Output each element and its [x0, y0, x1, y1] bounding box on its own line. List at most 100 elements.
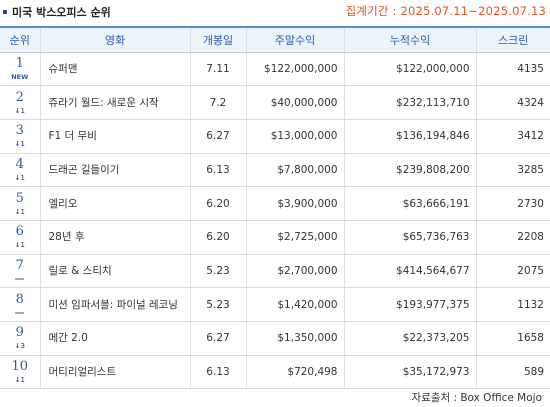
total-gross: $136,194,846 — [343, 119, 476, 154]
movie-title[interactable]: 슈퍼맨 — [39, 52, 190, 87]
screen-count: 2208 — [475, 220, 550, 255]
movie-title[interactable]: 릴로 & 스티치 — [39, 254, 190, 289]
arrow-down-icon: ↓ — [14, 140, 21, 149]
rank-change: ↓1 — [0, 107, 40, 115]
weekend-gross: $1,350,000 — [245, 321, 344, 356]
rank-cell: 10 ↓1 — [0, 355, 40, 390]
rank-number: 4 — [15, 156, 24, 172]
screen-count: 3285 — [475, 153, 550, 188]
rank-number: 2 — [15, 89, 24, 105]
table-row: 1 NEW 슈퍼맨 7.11 $122,000,000 $122,000,000… — [0, 52, 550, 87]
movie-title[interactable]: 메간 2.0 — [39, 321, 190, 356]
rank-change — [0, 275, 40, 283]
arrow-down-icon: ↓ — [14, 173, 21, 182]
no-change-icon — [15, 311, 25, 314]
rank-number: 7 — [15, 257, 24, 273]
weekend-gross: $1,420,000 — [245, 287, 344, 322]
screen-count: 4324 — [475, 85, 550, 120]
box-office-table: 순위 영화 개봉일 주말수익 누적수익 스크린 1 NEW 슈퍼맨 7.11 $… — [0, 26, 550, 390]
arrow-down-icon: ↓ — [14, 106, 21, 115]
rank-change-value: 1 — [20, 241, 25, 250]
rank-change: ↓1 — [0, 376, 40, 384]
release-date: 6.20 — [189, 186, 246, 221]
rank-change-value: 1 — [20, 376, 25, 385]
rank-number: 6 — [15, 224, 24, 240]
rank-cell: 3 ↓1 — [0, 119, 40, 154]
rank-cell: 9 ↓3 — [0, 321, 40, 356]
movie-title[interactable]: F1 더 무비 — [39, 119, 190, 154]
table-row: 10 ↓1 머티리얼리스트 6.13 $720,498 $35,172,973 … — [0, 355, 550, 390]
movie-title[interactable]: 미션 임파서블: 파이널 레코닝 — [39, 287, 190, 322]
movie-title[interactable]: 28년 후 — [39, 220, 190, 255]
weekend-gross: $2,700,000 — [245, 254, 344, 289]
rank-cell: 6 ↓1 — [0, 220, 40, 255]
rank-change-value: 1 — [20, 207, 25, 216]
page-header: 미국 박스오피스 순위 집계기간 : 2025.07.11~2025.07.13 — [0, 0, 550, 26]
weekend-gross: $122,000,000 — [245, 52, 344, 87]
table-row: 8 미션 임파서블: 파이널 레코닝 5.23 $1,420,000 $193,… — [0, 287, 550, 322]
movie-title[interactable]: 쥬라기 월드: 새로운 시작 — [39, 85, 190, 120]
movie-title[interactable]: 머티리얼리스트 — [39, 355, 190, 390]
release-date: 6.27 — [189, 119, 246, 154]
rank-cell: 4 ↓1 — [0, 153, 40, 188]
rank-change-value: 1 — [20, 106, 25, 115]
screen-count: 3412 — [475, 119, 550, 154]
rank-change-value: 1 — [20, 140, 25, 149]
table-row: 3 ↓1 F1 더 무비 6.27 $13,000,000 $136,194,8… — [0, 119, 550, 154]
movie-title[interactable]: 엘리오 — [39, 186, 190, 221]
screen-count: 2730 — [475, 186, 550, 221]
column-header-release: 개봉일 — [189, 26, 246, 53]
title-bullet-icon — [3, 10, 7, 14]
rank-number: 10 — [11, 359, 29, 375]
weekend-gross: $13,000,000 — [245, 119, 344, 154]
total-gross: $239,808,200 — [343, 153, 476, 188]
movie-title[interactable]: 드래곤 길들이기 — [39, 153, 190, 188]
rank-cell: 5 ↓1 — [0, 186, 40, 221]
no-change-icon — [15, 277, 25, 280]
arrow-down-icon: ↓ — [14, 342, 21, 351]
screen-count: 2075 — [475, 254, 550, 289]
total-gross: $22,373,205 — [343, 321, 476, 356]
rank-change: ↓1 — [0, 241, 40, 249]
release-date: 5.23 — [189, 254, 246, 289]
rank-cell: 8 — [0, 287, 40, 322]
table-row: 9 ↓3 메간 2.0 6.27 $1,350,000 $22,373,205 … — [0, 321, 550, 356]
rank-number: 9 — [15, 325, 24, 341]
release-date: 6.13 — [189, 153, 246, 188]
table-row: 5 ↓1 엘리오 6.20 $3,900,000 $63,666,191 273… — [0, 186, 550, 221]
rank-change: ↓1 — [0, 140, 40, 148]
total-gross: $35,172,973 — [343, 355, 476, 390]
page-title: 미국 박스오피스 순위 — [12, 6, 111, 19]
column-header-screens: 스크린 — [475, 26, 550, 53]
total-gross: $122,000,000 — [343, 52, 476, 87]
weekend-gross: $3,900,000 — [245, 186, 344, 221]
rank-new-badge: NEW — [11, 72, 29, 81]
table-row: 4 ↓1 드래곤 길들이기 6.13 $7,800,000 $239,808,2… — [0, 153, 550, 188]
rank-number: 1 — [15, 55, 24, 71]
weekend-gross: $2,725,000 — [245, 220, 344, 255]
rank-cell: 7 — [0, 254, 40, 289]
arrow-down-icon: ↓ — [14, 241, 21, 250]
rank-change: ↓3 — [0, 342, 40, 350]
rank-change: ↓1 — [0, 208, 40, 216]
release-date: 7.2 — [189, 85, 246, 120]
release-date: 7.11 — [189, 52, 246, 87]
total-gross: $63,666,191 — [343, 186, 476, 221]
column-header-movie: 영화 — [39, 26, 190, 53]
rank-change — [0, 309, 40, 317]
source-footer: 자료출처 : Box Office Mojo — [411, 392, 542, 404]
rank-number: 3 — [15, 123, 24, 139]
rank-number: 5 — [15, 190, 24, 206]
column-header-weekend: 주말수익 — [245, 26, 344, 53]
rank-number: 8 — [15, 291, 24, 307]
total-gross: $65,736,763 — [343, 220, 476, 255]
period-label: 집계기간 : 2025.07.11~2025.07.13 — [345, 4, 546, 18]
screen-count: 1132 — [475, 287, 550, 322]
column-header-total: 누적수익 — [343, 26, 476, 53]
table-row: 7 릴로 & 스티치 5.23 $2,700,000 $414,564,677 … — [0, 254, 550, 289]
rank-change: ↓1 — [0, 174, 40, 182]
rank-cell: 2 ↓1 — [0, 85, 40, 120]
screen-count: 589 — [475, 355, 550, 390]
release-date: 6.13 — [189, 355, 246, 390]
rank-change: NEW — [0, 73, 40, 81]
